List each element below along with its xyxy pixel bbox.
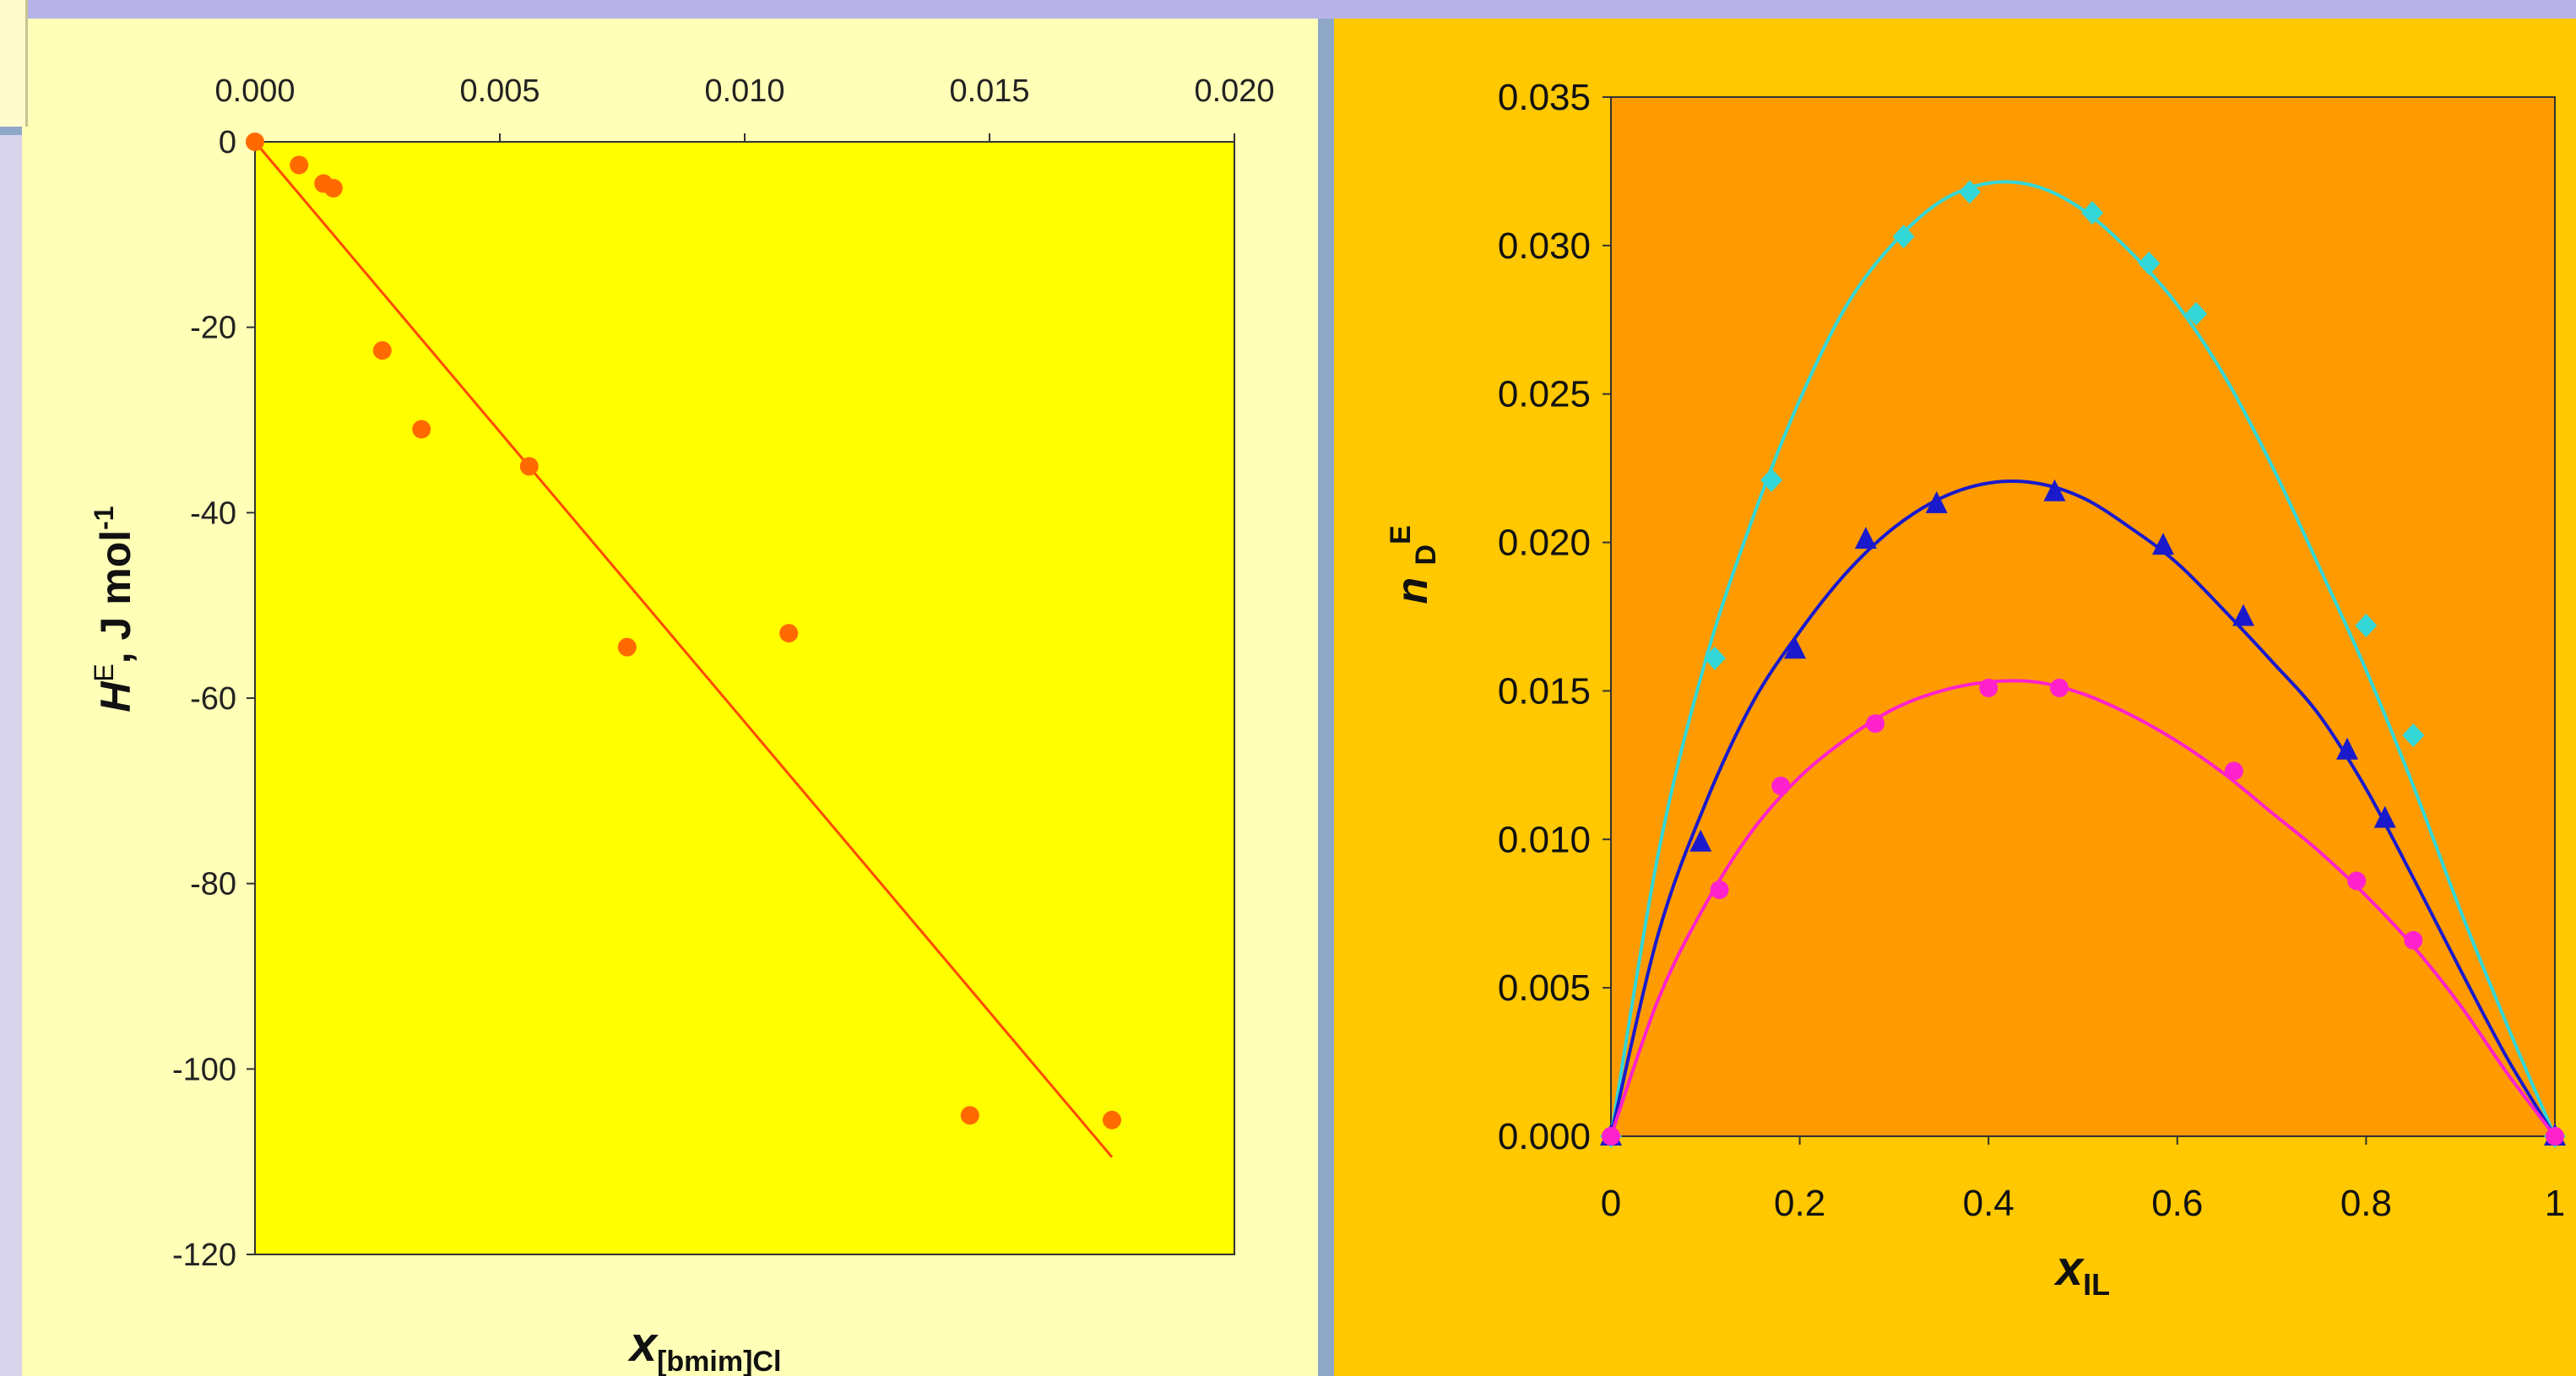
x-tick-label: 0.2	[1774, 1183, 1825, 1224]
data-point	[1925, 490, 1948, 513]
data-point	[519, 457, 539, 476]
data-point	[290, 155, 309, 175]
data-point	[372, 341, 392, 360]
y-tick-label: 0.000	[1498, 1116, 1591, 1157]
y-tick-label: -20	[190, 311, 236, 346]
y-tick-label: 0	[219, 125, 236, 160]
y-tick-label: 0.035	[1498, 77, 1591, 118]
data-point	[2355, 614, 2378, 638]
sheet-edge	[0, 0, 28, 127]
data-point	[1771, 776, 1791, 795]
fit-line	[253, 141, 1114, 1158]
data-point	[1760, 468, 1783, 492]
y-tick-label: -100	[172, 1052, 236, 1087]
data-point	[2050, 678, 2069, 697]
chart-panel-enthalpy: 0.000 0.005 0.010 0.015 0.020 0 -20 -40 -60 -80 -1…	[22, 19, 1318, 1376]
data-point	[2546, 1127, 2564, 1146]
data-point	[779, 624, 799, 643]
y-tick-label: 0.025	[1498, 374, 1591, 415]
x-tick-label: 0.6	[2151, 1183, 2203, 1224]
series-line	[1609, 180, 2557, 1137]
data-point	[1703, 646, 1726, 670]
x-tick-label: 0.010	[704, 73, 784, 109]
x-tick-label: 0.015	[949, 73, 1029, 109]
data-point	[1854, 527, 1877, 550]
data-point	[2081, 201, 2104, 225]
data-point	[412, 420, 431, 439]
data-point	[617, 637, 637, 657]
data-point	[2402, 723, 2425, 748]
y-tick-label: 0.030	[1498, 225, 1591, 267]
x-tick-label: 0.4	[1963, 1183, 2015, 1224]
data-point	[960, 1106, 979, 1125]
y-tick-label: 0.005	[1498, 967, 1591, 1009]
data-point	[1958, 180, 1981, 204]
refractive-chart-svg: 0.000 0.005 0.010 0.015 0.020 0.025 0.030 0.035…	[1385, 77, 2566, 1302]
x-tick-label: 0.020	[1194, 73, 1274, 109]
data-point	[2138, 251, 2161, 275]
data-point	[1602, 1127, 1620, 1146]
window-top-strip	[0, 0, 2576, 19]
data-point	[1710, 880, 1729, 900]
data-point	[1866, 714, 1885, 734]
data-point	[2232, 604, 2255, 626]
data-point	[1784, 637, 1807, 659]
y-axis-label: HE, J mol-1	[89, 506, 139, 712]
data-point	[2224, 761, 2243, 781]
data-point	[1103, 1110, 1121, 1130]
data-point	[1979, 678, 1998, 697]
data-point	[1892, 225, 1915, 249]
data-point	[2347, 871, 2367, 891]
x-tick-label: 0.000	[214, 73, 295, 109]
x-axis-label: x[bmim]Cl	[627, 1317, 782, 1376]
data-point	[2404, 930, 2423, 950]
x-tick-label: 0.8	[2340, 1183, 2392, 1224]
plot-area	[254, 141, 1235, 1255]
y-tick-label: -120	[172, 1238, 236, 1273]
y-tick-label: -60	[190, 681, 236, 717]
data-point	[1689, 829, 1712, 852]
data-point	[2336, 737, 2359, 760]
y-tick-label: -40	[190, 496, 236, 531]
y-tick-label: 0.020	[1498, 523, 1591, 564]
x-axis-label: xIL	[2053, 1241, 2110, 1302]
data-point	[323, 178, 343, 198]
x-tick-label: 0	[1601, 1183, 1621, 1224]
y-tick-label: 0.010	[1498, 819, 1591, 860]
data-point	[246, 133, 264, 151]
y-tick-label: -80	[190, 867, 236, 902]
series-line	[1609, 479, 2557, 1138]
data-point	[2043, 479, 2066, 501]
enthalpy-chart-svg: 0.000 0.005 0.010 0.015 0.020 0 -20 -40 -60 -80 -1…	[89, 73, 1275, 1376]
plot-area	[1610, 96, 2556, 1137]
x-tick-label: 1	[2545, 1183, 2565, 1224]
data-point	[2152, 533, 2175, 555]
x-tick-label: 0.005	[459, 73, 540, 109]
y-tick-label: 0.015	[1498, 670, 1591, 712]
data-point	[2373, 805, 2396, 828]
y-axis-label: n DE	[1385, 525, 1442, 604]
chart-panel-refractive: 0.000 0.005 0.010 0.015 0.020 0.025 0.030 0.035…	[1334, 19, 2576, 1376]
